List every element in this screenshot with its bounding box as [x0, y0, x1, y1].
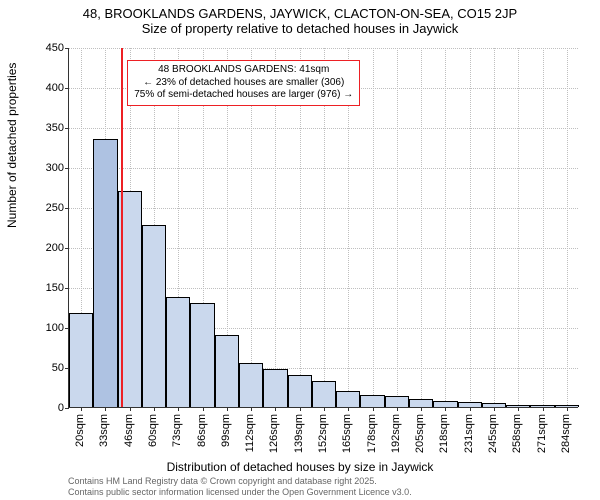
gridline-vertical: [470, 48, 471, 407]
gridline-vertical: [543, 48, 544, 407]
gridline-vertical: [397, 48, 398, 407]
xtick-label: 205sqm: [414, 414, 426, 453]
gridline-vertical: [567, 48, 568, 407]
xtick-mark: [397, 407, 398, 411]
ytick-label: 400: [34, 82, 64, 94]
xtick-mark: [518, 407, 519, 411]
histogram-bar: [336, 391, 360, 407]
histogram-bar: [385, 396, 409, 407]
histogram-bar: [433, 401, 457, 407]
ytick-label: 150: [34, 282, 64, 294]
xtick-label: 60sqm: [147, 414, 159, 447]
histogram-bar: [312, 381, 336, 407]
histogram-bar: [288, 375, 312, 407]
gridline-vertical: [494, 48, 495, 407]
xtick-mark: [445, 407, 446, 411]
ytick-label: 50: [34, 362, 64, 374]
xtick-mark: [154, 407, 155, 411]
xtick-label: 165sqm: [341, 414, 353, 453]
gridline-vertical: [373, 48, 374, 407]
gridline-vertical: [445, 48, 446, 407]
histogram-bar: [458, 402, 482, 407]
ytick-label: 300: [34, 162, 64, 174]
xtick-mark: [275, 407, 276, 411]
xtick-label: 271sqm: [536, 414, 548, 453]
annotation-box: 48 BROOKLANDS GARDENS: 41sqm← 23% of det…: [127, 60, 360, 106]
xtick-mark: [470, 407, 471, 411]
histogram-bar: [555, 405, 579, 407]
xtick-label: 245sqm: [487, 414, 499, 453]
xtick-mark: [543, 407, 544, 411]
xtick-mark: [105, 407, 106, 411]
xtick-mark: [251, 407, 252, 411]
xtick-label: 33sqm: [98, 414, 110, 447]
chart-title-main: 48, BROOKLANDS GARDENS, JAYWICK, CLACTON…: [0, 6, 600, 21]
histogram-bar: [69, 313, 93, 407]
xtick-label: 112sqm: [244, 414, 256, 452]
chart-title-block: 48, BROOKLANDS GARDENS, JAYWICK, CLACTON…: [0, 0, 600, 36]
xtick-label: 73sqm: [171, 414, 183, 447]
chart-title-sub: Size of property relative to detached ho…: [0, 21, 600, 36]
xtick-mark: [421, 407, 422, 411]
xtick-label: 86sqm: [196, 414, 208, 447]
xtick-label: 231sqm: [463, 414, 475, 453]
histogram-bar: [482, 403, 506, 407]
ytick-label: 200: [34, 242, 64, 254]
histogram-bar: [409, 399, 433, 407]
xtick-mark: [178, 407, 179, 411]
xtick-label: 178sqm: [366, 414, 378, 453]
annotation-line: 48 BROOKLANDS GARDENS: 41sqm: [134, 64, 353, 77]
histogram-bar: [166, 297, 190, 407]
reference-line: [121, 48, 123, 407]
ytick-mark: [65, 408, 69, 409]
histogram-bar: [263, 369, 287, 407]
footer-line-2: Contains public sector information licen…: [68, 487, 412, 498]
ytick-label: 450: [34, 42, 64, 54]
ytick-label: 250: [34, 202, 64, 214]
histogram-bar: [93, 139, 117, 407]
ytick-label: 100: [34, 322, 64, 334]
xtick-label: 46sqm: [123, 414, 135, 447]
histogram-bar: [215, 335, 239, 407]
xtick-label: 192sqm: [390, 414, 402, 453]
xtick-mark: [300, 407, 301, 411]
xtick-label: 258sqm: [511, 414, 523, 453]
xtick-label: 126sqm: [268, 414, 280, 453]
xtick-mark: [203, 407, 204, 411]
histogram-bar: [190, 303, 214, 407]
footer-line-1: Contains HM Land Registry data © Crown c…: [68, 476, 412, 487]
xtick-mark: [373, 407, 374, 411]
chart-plot-area: 48 BROOKLANDS GARDENS: 41sqm← 23% of det…: [68, 48, 578, 408]
xtick-label: 284sqm: [560, 414, 572, 453]
xtick-mark: [494, 407, 495, 411]
xtick-mark: [81, 407, 82, 411]
histogram-bar: [506, 405, 530, 407]
xtick-label: 20sqm: [74, 414, 86, 447]
xtick-mark: [348, 407, 349, 411]
y-axis-label: Number of detached properties: [5, 63, 19, 228]
xtick-mark: [324, 407, 325, 411]
xtick-mark: [130, 407, 131, 411]
footer-attribution: Contains HM Land Registry data © Crown c…: [68, 476, 412, 498]
histogram-bar: [142, 225, 166, 407]
histogram-bar: [530, 405, 554, 407]
xtick-label: 99sqm: [220, 414, 232, 447]
gridline-vertical: [518, 48, 519, 407]
xtick-label: 152sqm: [317, 414, 329, 453]
ytick-label: 0: [34, 402, 64, 414]
gridline-vertical: [421, 48, 422, 407]
histogram-bar: [360, 395, 384, 407]
annotation-line: ← 23% of detached houses are smaller (30…: [134, 77, 353, 90]
ytick-label: 350: [34, 122, 64, 134]
xtick-mark: [567, 407, 568, 411]
xtick-mark: [227, 407, 228, 411]
x-axis-label: Distribution of detached houses by size …: [0, 460, 600, 474]
xtick-label: 218sqm: [438, 414, 450, 453]
histogram-bar: [239, 363, 263, 407]
annotation-line: 75% of semi-detached houses are larger (…: [134, 89, 353, 102]
xtick-label: 139sqm: [293, 414, 305, 453]
